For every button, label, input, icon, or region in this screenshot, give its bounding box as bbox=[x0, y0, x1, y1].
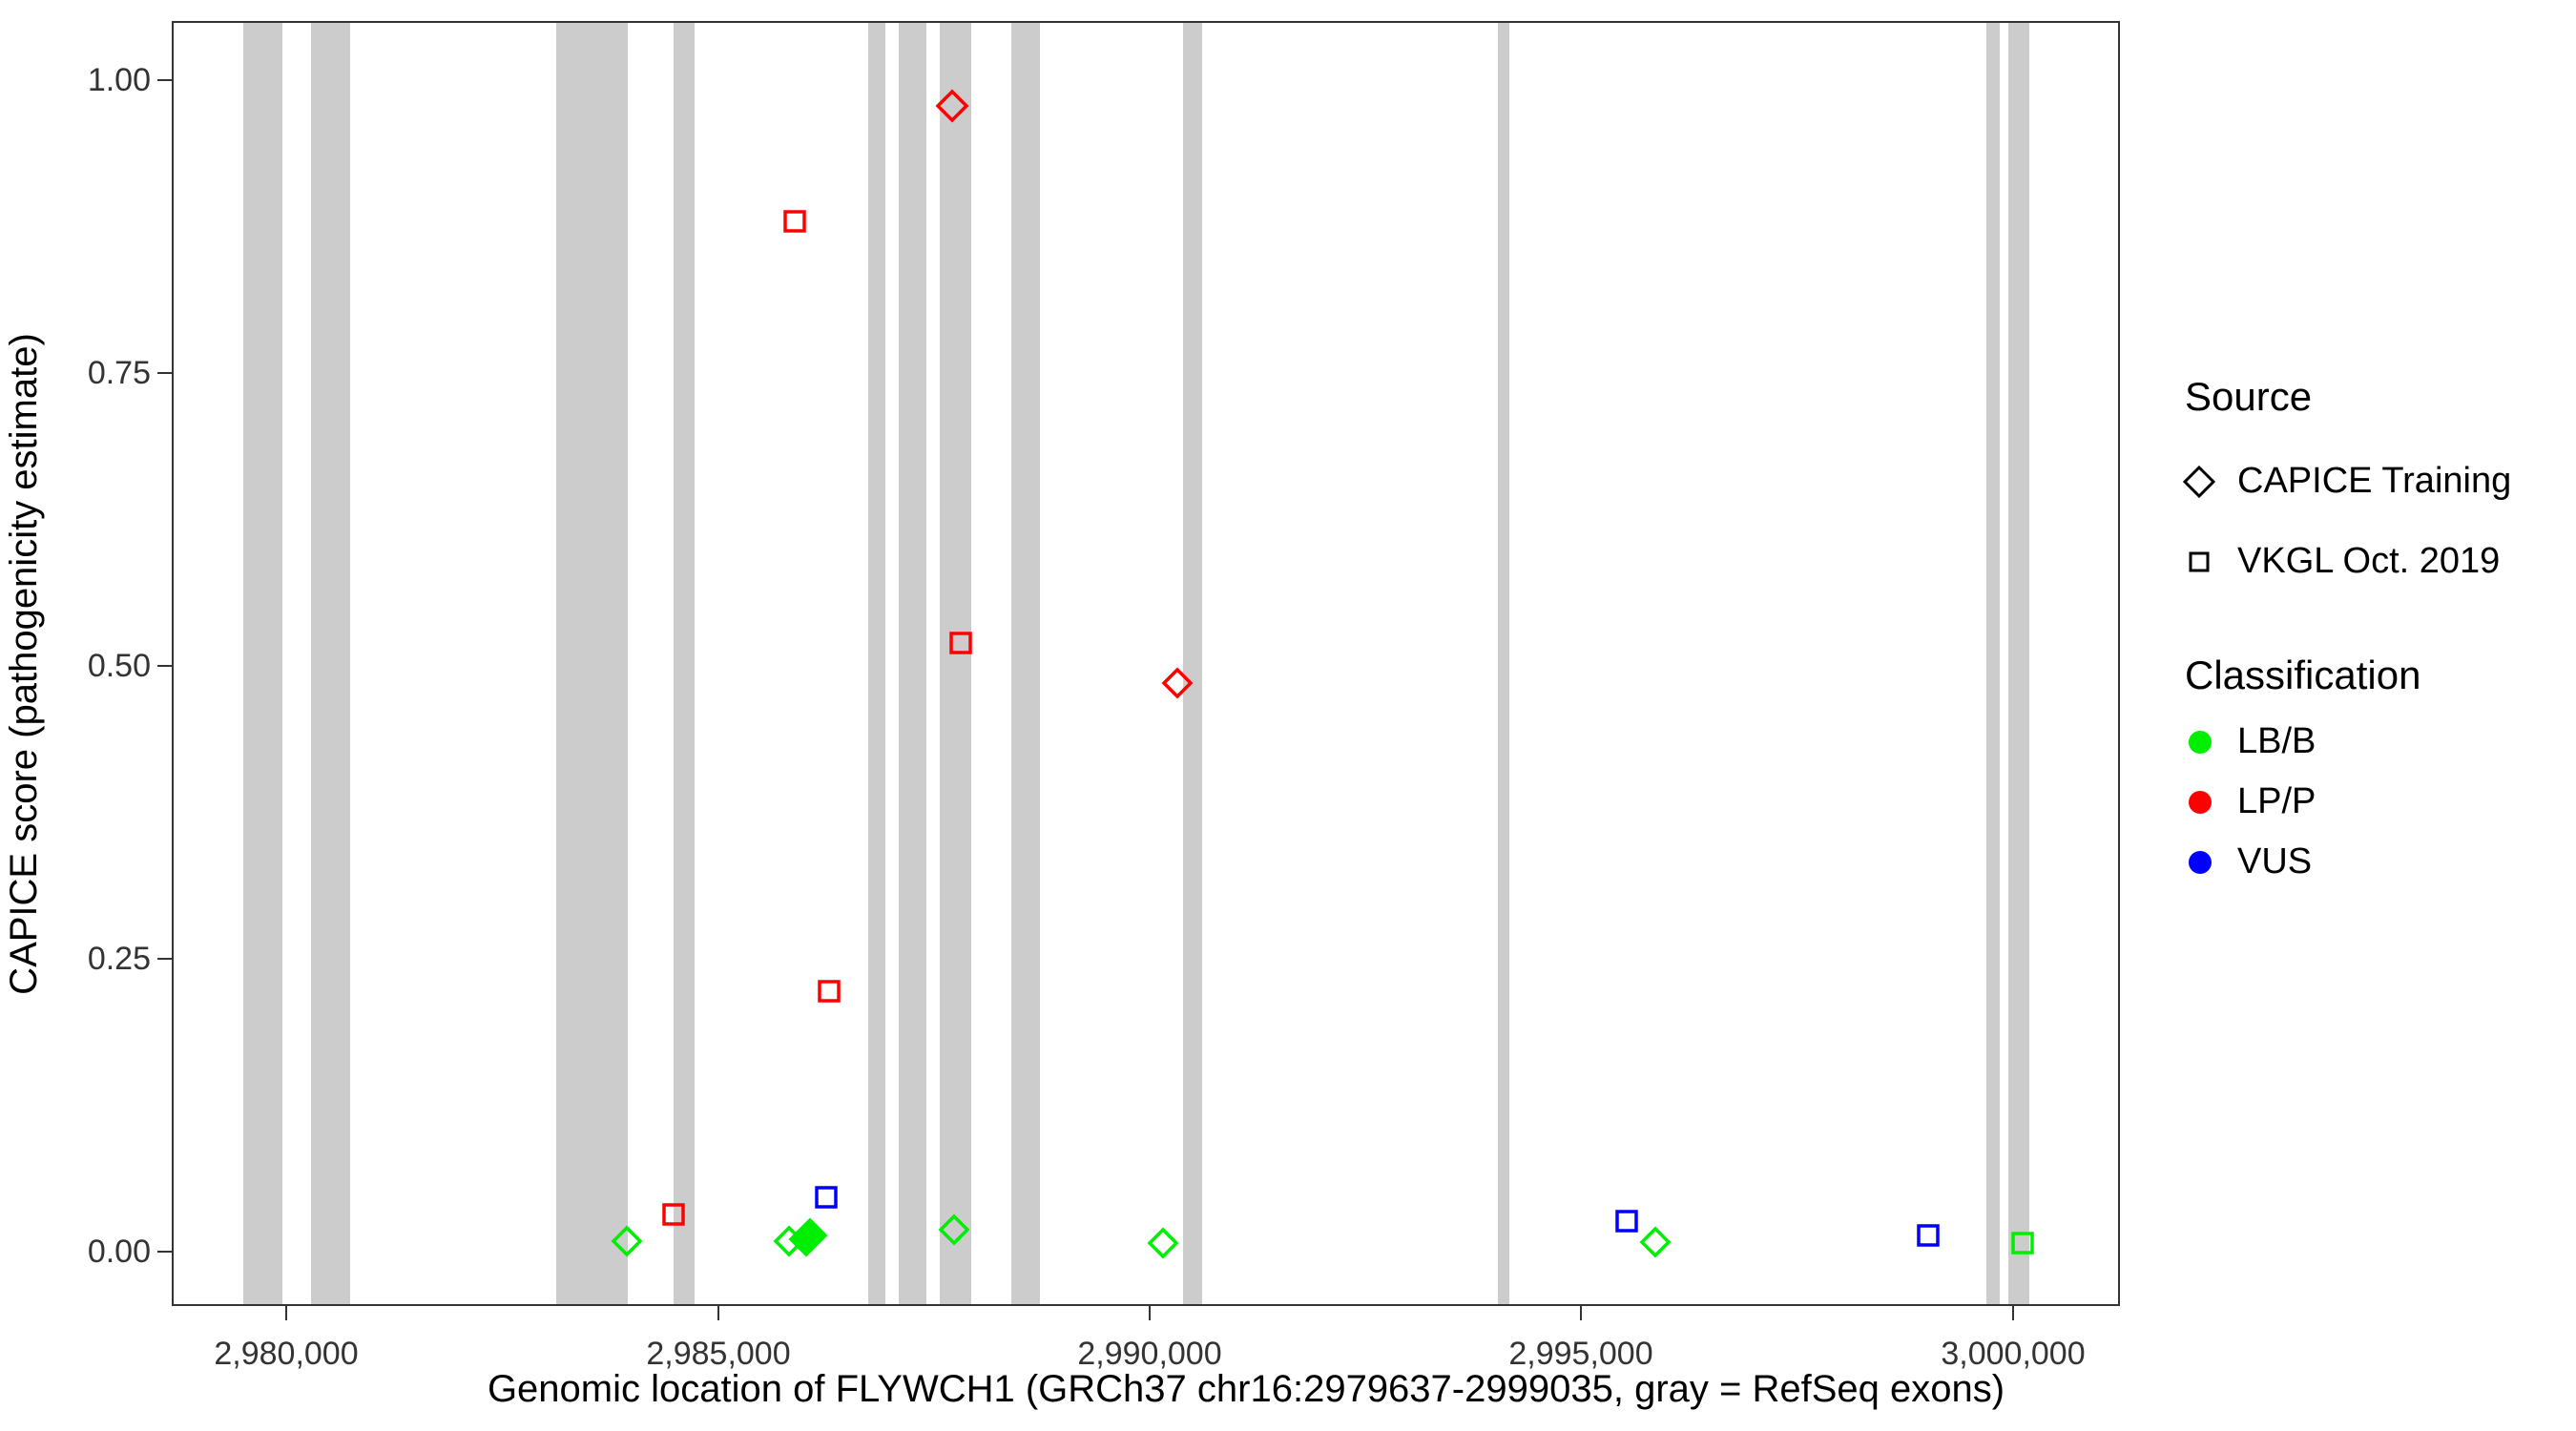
svg-text:Genomic location of FLYWCH1 (G: Genomic location of FLYWCH1 (GRCh37 chr1… bbox=[488, 1368, 2005, 1410]
svg-text:1.00: 1.00 bbox=[88, 62, 151, 98]
svg-text:3,000,000: 3,000,000 bbox=[1941, 1336, 2085, 1372]
svg-text:0.50: 0.50 bbox=[88, 648, 151, 684]
svg-text:2,995,000: 2,995,000 bbox=[1508, 1336, 1652, 1372]
svg-text:Classification: Classification bbox=[2185, 653, 2420, 697]
svg-text:0.00: 0.00 bbox=[88, 1234, 151, 1270]
svg-text:0.75: 0.75 bbox=[88, 355, 151, 391]
svg-text:LP/P: LP/P bbox=[2237, 781, 2316, 821]
svg-text:LB/B: LB/B bbox=[2237, 721, 2316, 761]
svg-text:CAPICE score (pathogenicity es: CAPICE score (pathogenicity estimate) bbox=[3, 333, 45, 995]
svg-text:0.25: 0.25 bbox=[88, 941, 151, 977]
svg-text:VUS: VUS bbox=[2237, 841, 2312, 881]
svg-text:2,980,000: 2,980,000 bbox=[214, 1336, 358, 1372]
svg-text:2,990,000: 2,990,000 bbox=[1077, 1336, 1221, 1372]
svg-text:VKGL Oct. 2019: VKGL Oct. 2019 bbox=[2237, 541, 2500, 581]
svg-text:CAPICE Training: CAPICE Training bbox=[2237, 461, 2511, 501]
svg-text:2,985,000: 2,985,000 bbox=[646, 1336, 790, 1372]
svg-text:Source: Source bbox=[2185, 374, 2312, 419]
